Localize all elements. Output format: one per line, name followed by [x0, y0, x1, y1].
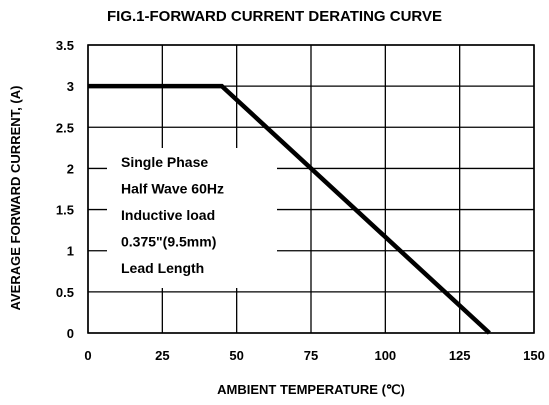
- derating-curve-line: [88, 83, 491, 335]
- y-tick-label: 0.5: [56, 285, 74, 300]
- x-tick-label: 150: [523, 348, 545, 363]
- y-tick-label: 3.5: [56, 38, 74, 53]
- note-line: Single Phase: [121, 154, 208, 170]
- note-line: Lead Length: [121, 260, 204, 276]
- note-box: [107, 148, 277, 288]
- x-tick-label: 50: [229, 348, 243, 363]
- note-line: 0.375"(9.5mm): [121, 234, 216, 250]
- note-line: Half Wave 60Hz: [121, 181, 224, 197]
- note-line: Inductive load: [121, 207, 215, 223]
- y-tick-label: 3: [67, 79, 74, 94]
- y-tick-label: 0: [67, 326, 74, 341]
- x-tick-label: 75: [304, 348, 318, 363]
- x-tick-label: 125: [449, 348, 471, 363]
- y-tick-label: 2: [67, 161, 74, 176]
- y-tick-label: 1: [67, 244, 74, 259]
- x-tick-label: 0: [84, 348, 91, 363]
- x-axis-label: AMBIENT TEMPERATURE (℃): [217, 382, 405, 397]
- plot-frame: [87, 44, 535, 334]
- y-tick-label: 2.5: [56, 120, 74, 135]
- x-tick-label: 100: [374, 348, 396, 363]
- chart-title: FIG.1-FORWARD CURRENT DERATING CURVE: [106, 8, 442, 25]
- y-tick-label: 1.5: [56, 203, 74, 218]
- x-tick-label: 25: [155, 348, 169, 363]
